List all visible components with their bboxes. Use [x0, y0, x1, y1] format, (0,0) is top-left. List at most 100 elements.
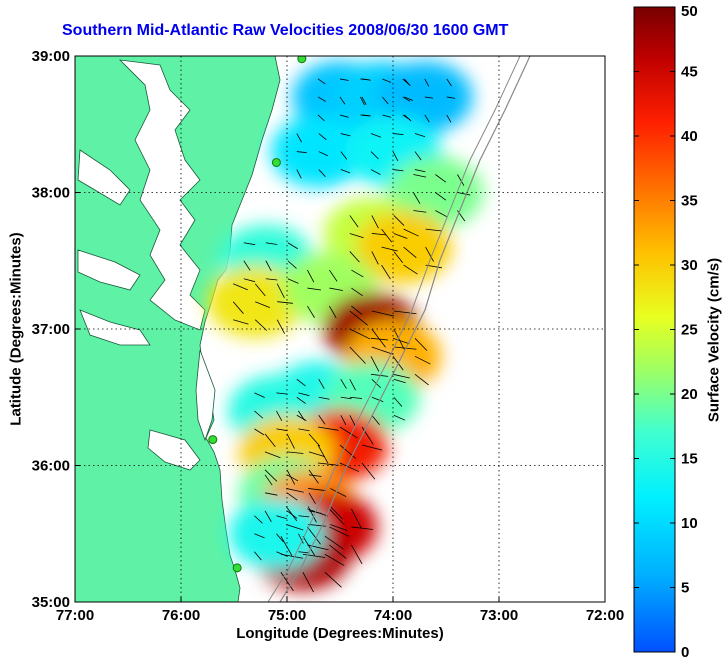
y-tick-label: 35:00	[32, 594, 70, 611]
velocity-arrow	[360, 78, 370, 81]
velocity-arrow	[318, 396, 330, 400]
velocity-arrow	[324, 553, 345, 566]
velocity-arrow	[413, 192, 421, 204]
velocity-arrow	[254, 428, 265, 436]
velocity-arrow	[276, 283, 285, 298]
velocity-arrow	[317, 96, 326, 102]
velocity-arrow	[371, 396, 384, 403]
velocity-arrow	[308, 524, 327, 527]
velocity-arrow	[351, 508, 362, 529]
velocity-arrow	[435, 174, 447, 183]
velocity-arrow	[287, 278, 299, 284]
velocity-arrow	[254, 410, 264, 419]
velocity-arrow	[296, 133, 302, 143]
velocity-arrow	[349, 396, 363, 399]
velocity-arrow	[264, 451, 281, 459]
velocity-arrow	[276, 319, 285, 334]
velocity-arrow	[371, 414, 380, 426]
velocity-arrow	[276, 533, 284, 543]
velocity-arrow	[340, 151, 348, 160]
velocity-arrow	[339, 78, 349, 81]
velocity-arrow	[296, 151, 307, 154]
velocity-arrow	[308, 474, 322, 477]
velocity-arrow	[296, 414, 307, 421]
velocity-arrow	[317, 444, 329, 464]
y-tick-label: 38:00	[32, 185, 70, 202]
x-tick-label: 76:00	[162, 607, 200, 624]
velocity-arrow	[446, 78, 452, 87]
velocity-arrow	[307, 287, 322, 291]
velocity-arrow	[277, 301, 293, 304]
velocity-arrow	[349, 310, 368, 326]
velocity-arrow	[233, 319, 249, 325]
y-tick-label: 37:00	[32, 321, 70, 338]
velocity-arrow	[340, 133, 351, 137]
velocity-arrow	[324, 535, 344, 550]
velocity-arrow	[298, 410, 305, 421]
velocity-arrow	[280, 572, 294, 592]
colorbar	[633, 6, 676, 653]
velocity-arrow	[349, 215, 359, 228]
velocity-arrow	[317, 114, 325, 122]
velocity-arrow	[296, 378, 306, 387]
velocity-arrow	[351, 305, 363, 315]
velocity-arrow	[254, 551, 262, 561]
velocity-arrow	[361, 96, 367, 105]
velocity-arrow	[298, 392, 310, 397]
velocity-arrow	[413, 174, 427, 178]
velocity-arrow	[276, 515, 287, 520]
velocity-arrow	[361, 426, 374, 445]
x-tick-label: 77:00	[56, 607, 94, 624]
bathymetry-contour	[279, 56, 531, 602]
velocity-arrow	[393, 328, 405, 350]
velocity-arrow	[264, 492, 278, 496]
velocity-arrow	[287, 242, 298, 250]
velocity-arrow	[393, 396, 403, 407]
velocity-arrow	[265, 260, 272, 272]
velocity-arrow	[308, 488, 327, 492]
velocity-arrow	[403, 246, 417, 258]
velocity-arrow	[307, 305, 315, 318]
velocity-arrow	[232, 301, 244, 314]
velocity-arrow	[276, 428, 288, 432]
velocity-arrow	[446, 96, 456, 99]
velocity-arrow	[402, 96, 411, 102]
velocity-arrow	[330, 488, 347, 497]
velocity-arrow	[276, 551, 287, 557]
velocity-arrow	[392, 169, 404, 172]
colorbar-tick-label: 25	[681, 322, 698, 339]
velocity-arrow	[371, 346, 394, 355]
velocity-arrow	[329, 269, 338, 282]
velocity-arrow	[254, 533, 265, 539]
velocity-arrow	[370, 337, 389, 341]
x-tick-label: 72:00	[586, 607, 624, 624]
velocity-arrow	[317, 426, 339, 431]
velocity-arrow	[414, 169, 426, 173]
velocity-arrow	[349, 328, 371, 340]
velocity-arrow	[255, 301, 271, 308]
velocity-arrow	[265, 242, 278, 245]
colorbar-tick-label: 10	[681, 515, 698, 532]
velocity-arrow	[339, 96, 346, 105]
velocity-arrow	[370, 133, 382, 138]
velocity-arrow	[298, 551, 310, 554]
velocity-arrow	[318, 151, 328, 157]
velocity-arrow	[392, 373, 410, 379]
velocity-arrow	[285, 506, 298, 522]
velocity-arrow	[329, 305, 337, 319]
velocity-arrow	[286, 474, 299, 482]
velocity-arrow	[329, 287, 343, 291]
velocity-arrow	[308, 451, 325, 458]
station-marker	[232, 563, 242, 573]
velocity-arrow	[264, 469, 278, 482]
velocity-arrow	[403, 228, 419, 237]
velocity-arrow	[308, 469, 319, 484]
station-marker	[271, 157, 281, 167]
velocity-arrow	[302, 553, 326, 558]
velocity-arrow	[243, 242, 256, 246]
velocity-arrow	[425, 246, 434, 262]
velocity-arrow	[402, 114, 411, 120]
y-tick-label: 39:00	[32, 48, 70, 65]
velocity-arrow	[414, 151, 422, 161]
velocity-arrow	[254, 283, 266, 297]
